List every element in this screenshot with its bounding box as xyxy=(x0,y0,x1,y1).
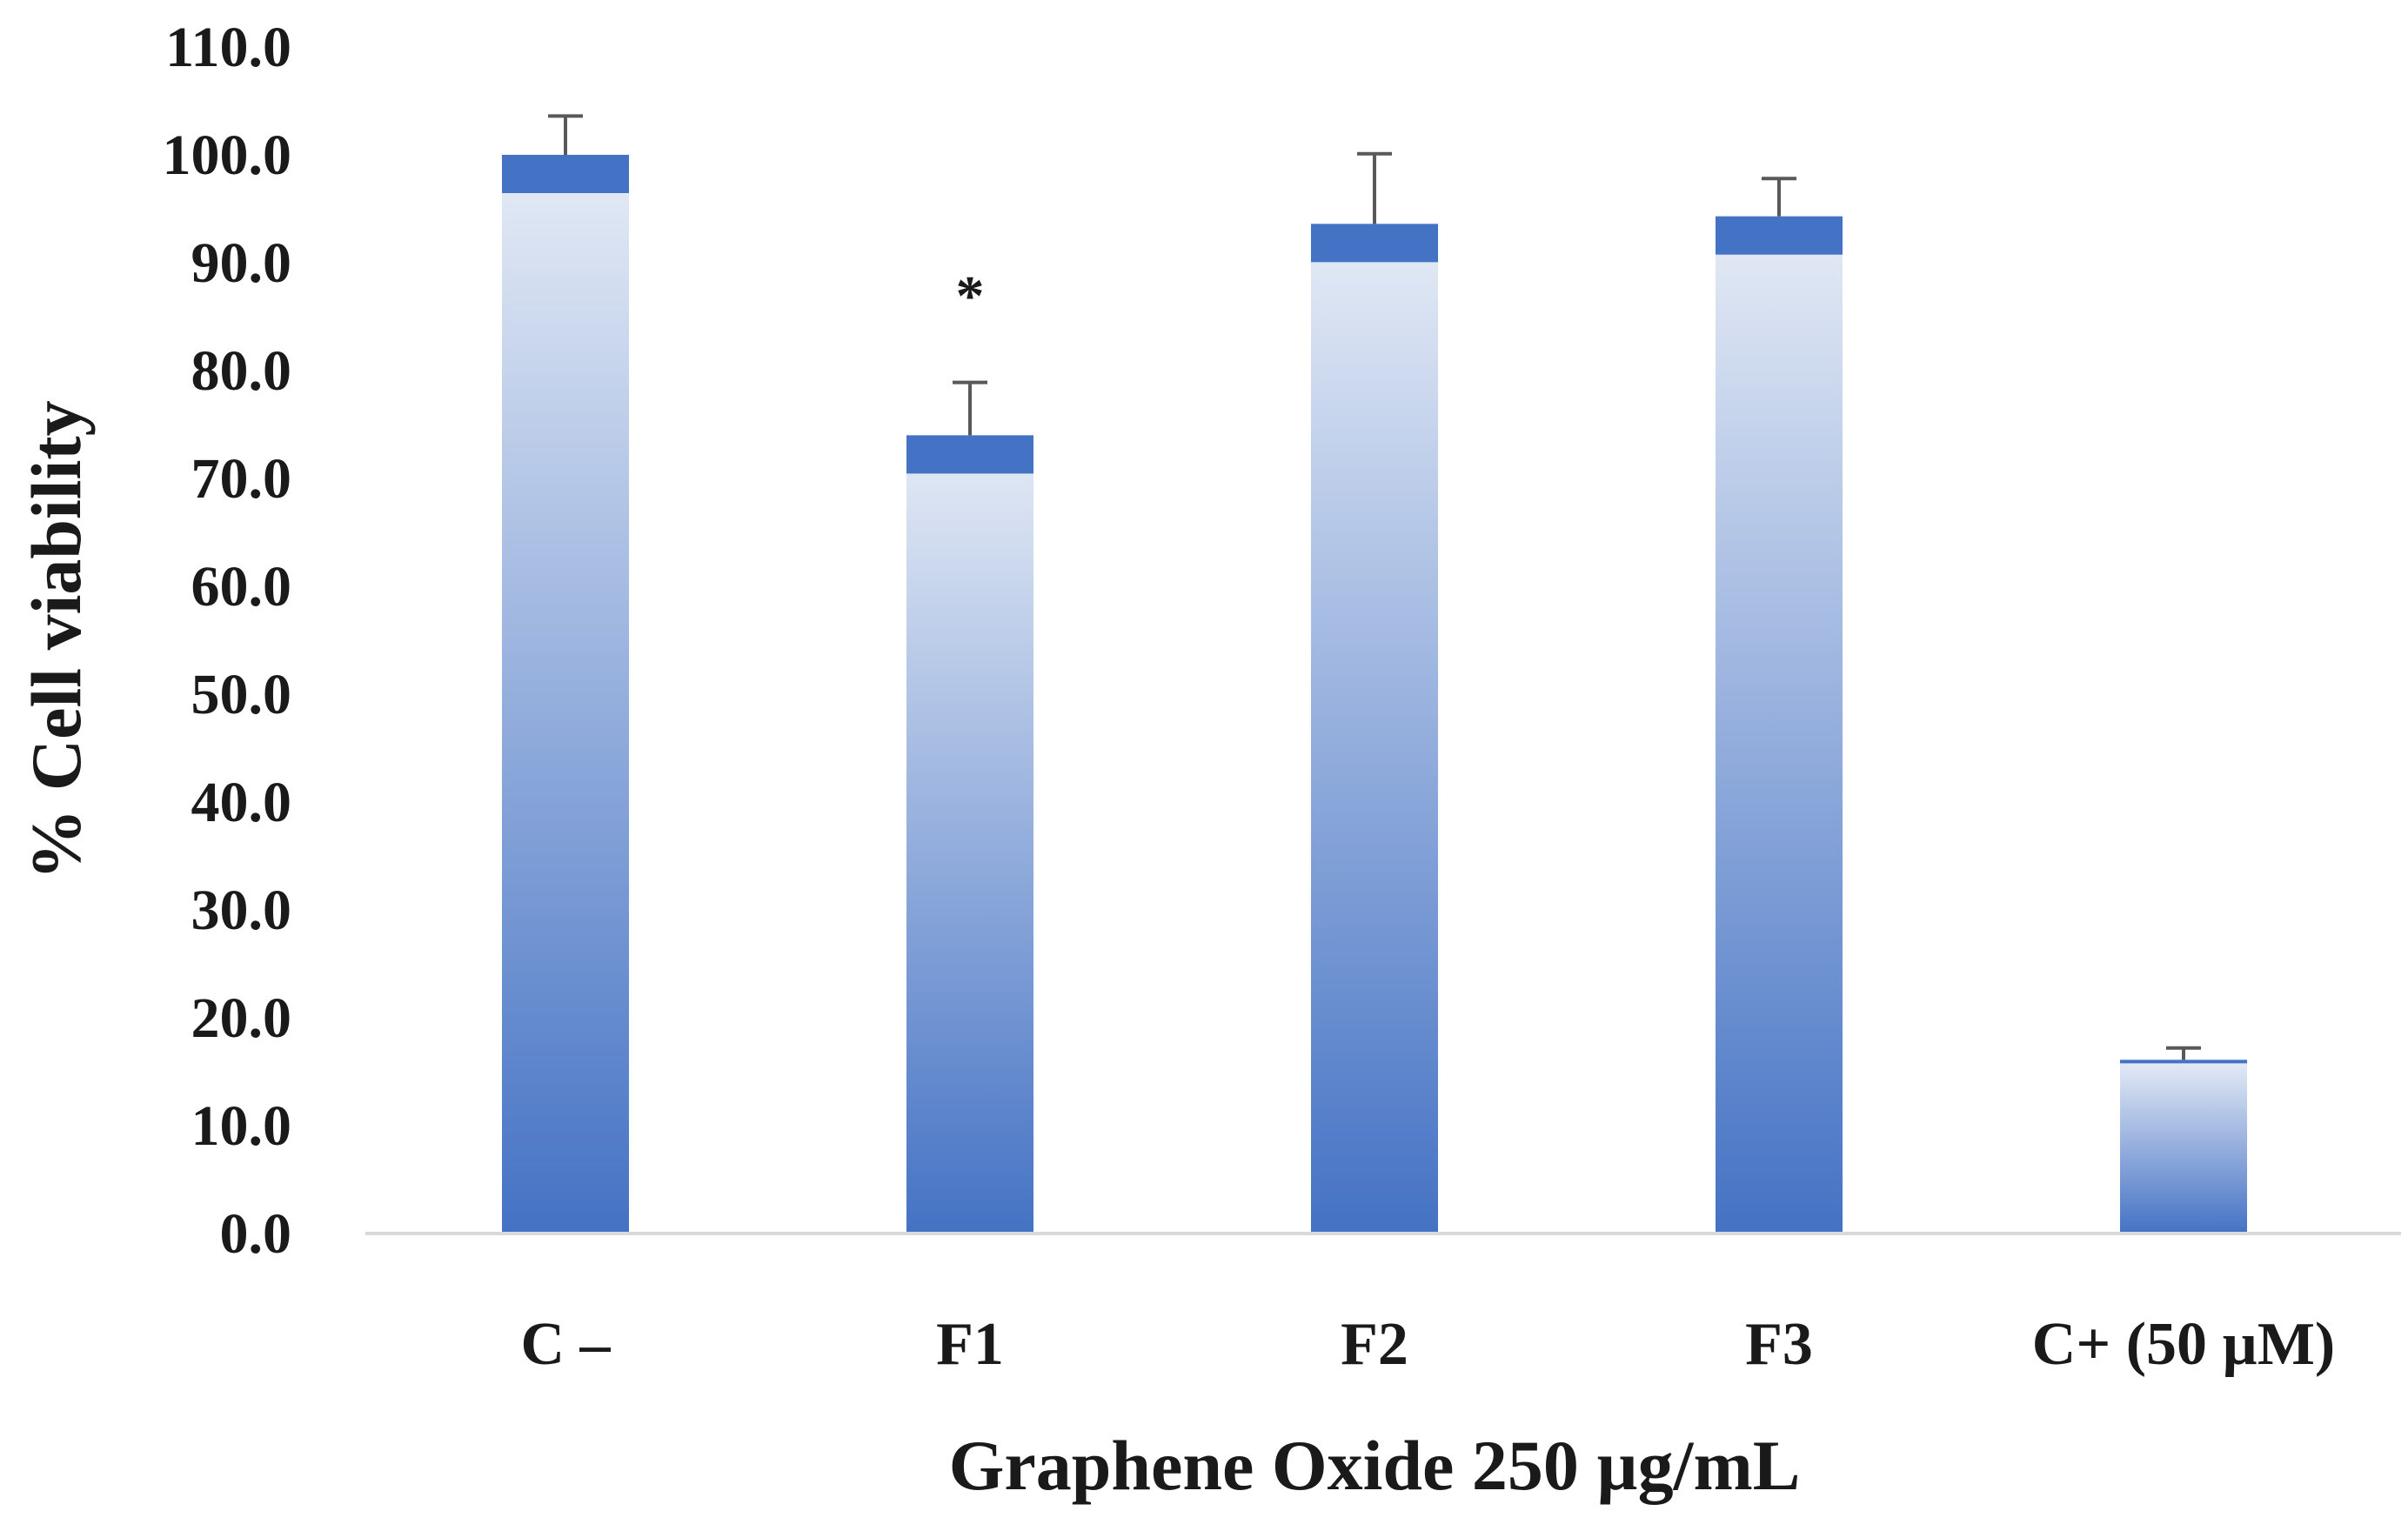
bar-top-band xyxy=(2120,1060,2247,1064)
y-tick-label: 80.0 xyxy=(191,339,292,403)
x-category-label: C – xyxy=(520,1311,611,1378)
bar-top-band xyxy=(1716,216,1843,255)
x-category-label: F2 xyxy=(1341,1311,1408,1378)
annotations-layer: * xyxy=(956,264,985,328)
y-tick-label: 40.0 xyxy=(191,771,292,834)
bar-top-band xyxy=(1311,224,1438,263)
bar-top-band xyxy=(906,435,1033,474)
y-tick-label: 20.0 xyxy=(191,986,292,1050)
y-tick-label: 30.0 xyxy=(191,879,292,942)
y-axis-title: % Cell viability xyxy=(17,400,96,879)
y-tick-label: 100.0 xyxy=(163,124,292,187)
bar xyxy=(1716,216,1843,1234)
bars-layer xyxy=(502,155,2247,1234)
x-category-label: F3 xyxy=(1745,1311,1813,1378)
bar xyxy=(906,435,1033,1233)
y-tick-label: 70.0 xyxy=(191,447,292,511)
bar-top-band xyxy=(502,155,629,193)
bar xyxy=(2120,1060,2247,1233)
y-tick-labels: 0.0 10.0 20.0 30.0 40.0 50.0 60.0 70.0 80.0 90.0 1… xyxy=(163,16,292,1266)
significance-marker: * xyxy=(956,264,985,328)
y-tick-label: 110.0 xyxy=(165,16,291,79)
y-tick-label: 10.0 xyxy=(191,1094,292,1158)
x-category-labels: C – F1 F2 F3 C+ (50 µM) xyxy=(520,1311,2335,1378)
y-tick-label: 90.0 xyxy=(191,231,292,295)
y-tick-label: 50.0 xyxy=(191,663,292,726)
bar xyxy=(502,155,629,1233)
error-bars-layer xyxy=(548,114,2201,1060)
x-axis-title: Graphene Oxide 250 µg/mL xyxy=(949,1426,1801,1505)
x-category-label: C+ (50 µM) xyxy=(2032,1311,2335,1378)
y-tick-label: 60.0 xyxy=(191,555,292,618)
y-tick-label: 0.0 xyxy=(220,1202,292,1266)
bar xyxy=(1311,224,1438,1233)
x-category-label: F1 xyxy=(936,1311,1004,1378)
